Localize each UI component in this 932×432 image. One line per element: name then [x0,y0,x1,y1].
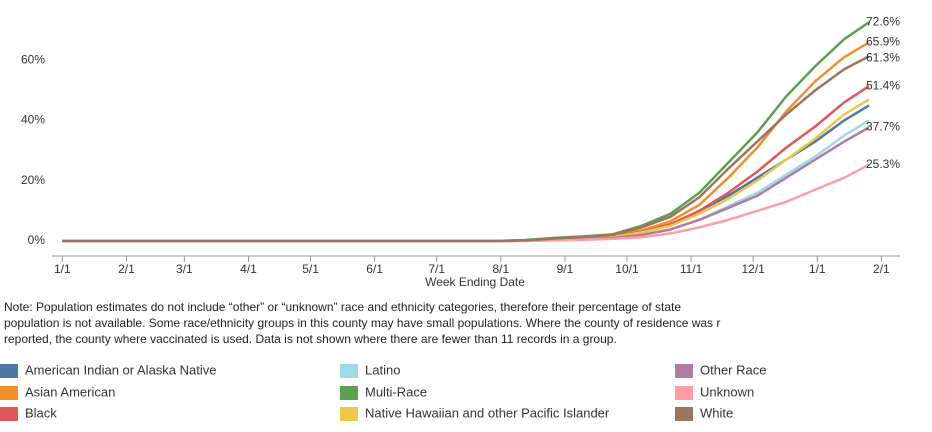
legend-swatch [0,364,18,378]
legend-label: Black [25,405,57,420]
x-tick-label: 8/1 [492,262,509,276]
value-label: 51.4% [866,78,900,92]
x-tick-label: 5/1 [302,262,319,276]
x-tick-label: 4/1 [240,262,257,276]
legend-swatch [0,386,18,400]
x-tick-label: 2/1 [873,262,890,276]
legend-label: Native Hawaiian and other Pacific Island… [365,405,610,420]
series-line [62,21,870,243]
x-tick-label: 11/1 [680,262,703,276]
series-line [62,163,870,243]
note-line: Note: Population estimates do not includ… [4,300,681,314]
legend-label: Asian American [25,384,115,399]
x-tick-label: 6/1 [366,262,383,276]
series-line [62,98,870,243]
y-tick-label: 0% [28,233,46,247]
value-label: 72.6% [866,14,900,28]
legend-label: White [700,405,733,420]
legend-swatch [340,364,358,378]
legend-label: Latino [365,362,400,377]
x-tick-label: 2/1 [118,262,135,276]
y-tick-label: 20% [21,173,45,187]
y-tick-label: 40% [21,113,45,127]
legend-swatch [0,407,18,421]
legend-label: Multi-Race [365,384,427,399]
legend-swatch [675,386,693,400]
value-label: 37.7% [866,120,900,134]
x-axis-label: Week Ending Date [425,275,525,289]
legend-swatch [340,407,358,421]
legend-label: Other Race [700,362,766,377]
note-line: population is not available. Some race/e… [4,316,720,330]
series-line [62,119,870,243]
series-line [62,104,870,243]
x-tick-label: 3/1 [176,262,193,276]
y-tick-label: 60% [21,52,45,66]
value-label: 65.9% [866,35,900,49]
series-line [62,55,870,243]
value-label: 61.3% [866,51,900,65]
x-tick-label: 7/1 [428,262,445,276]
value-label: 25.3% [866,157,900,171]
legend-swatch [675,407,693,421]
x-tick-label: 10/1 [615,262,639,276]
legend-swatch [340,386,358,400]
x-tick-label: 1/1 [54,262,71,276]
x-tick-label: 12/1 [741,262,765,276]
legend-label: Unknown [700,384,754,399]
x-tick-label: 9/1 [557,262,574,276]
legend-label: American Indian or Alaska Native [25,362,216,377]
legend-swatch [675,364,693,378]
series-line [62,85,870,243]
x-tick-label: 1/1 [809,262,826,276]
note-line: reported, the county where vaccinated is… [4,332,617,346]
